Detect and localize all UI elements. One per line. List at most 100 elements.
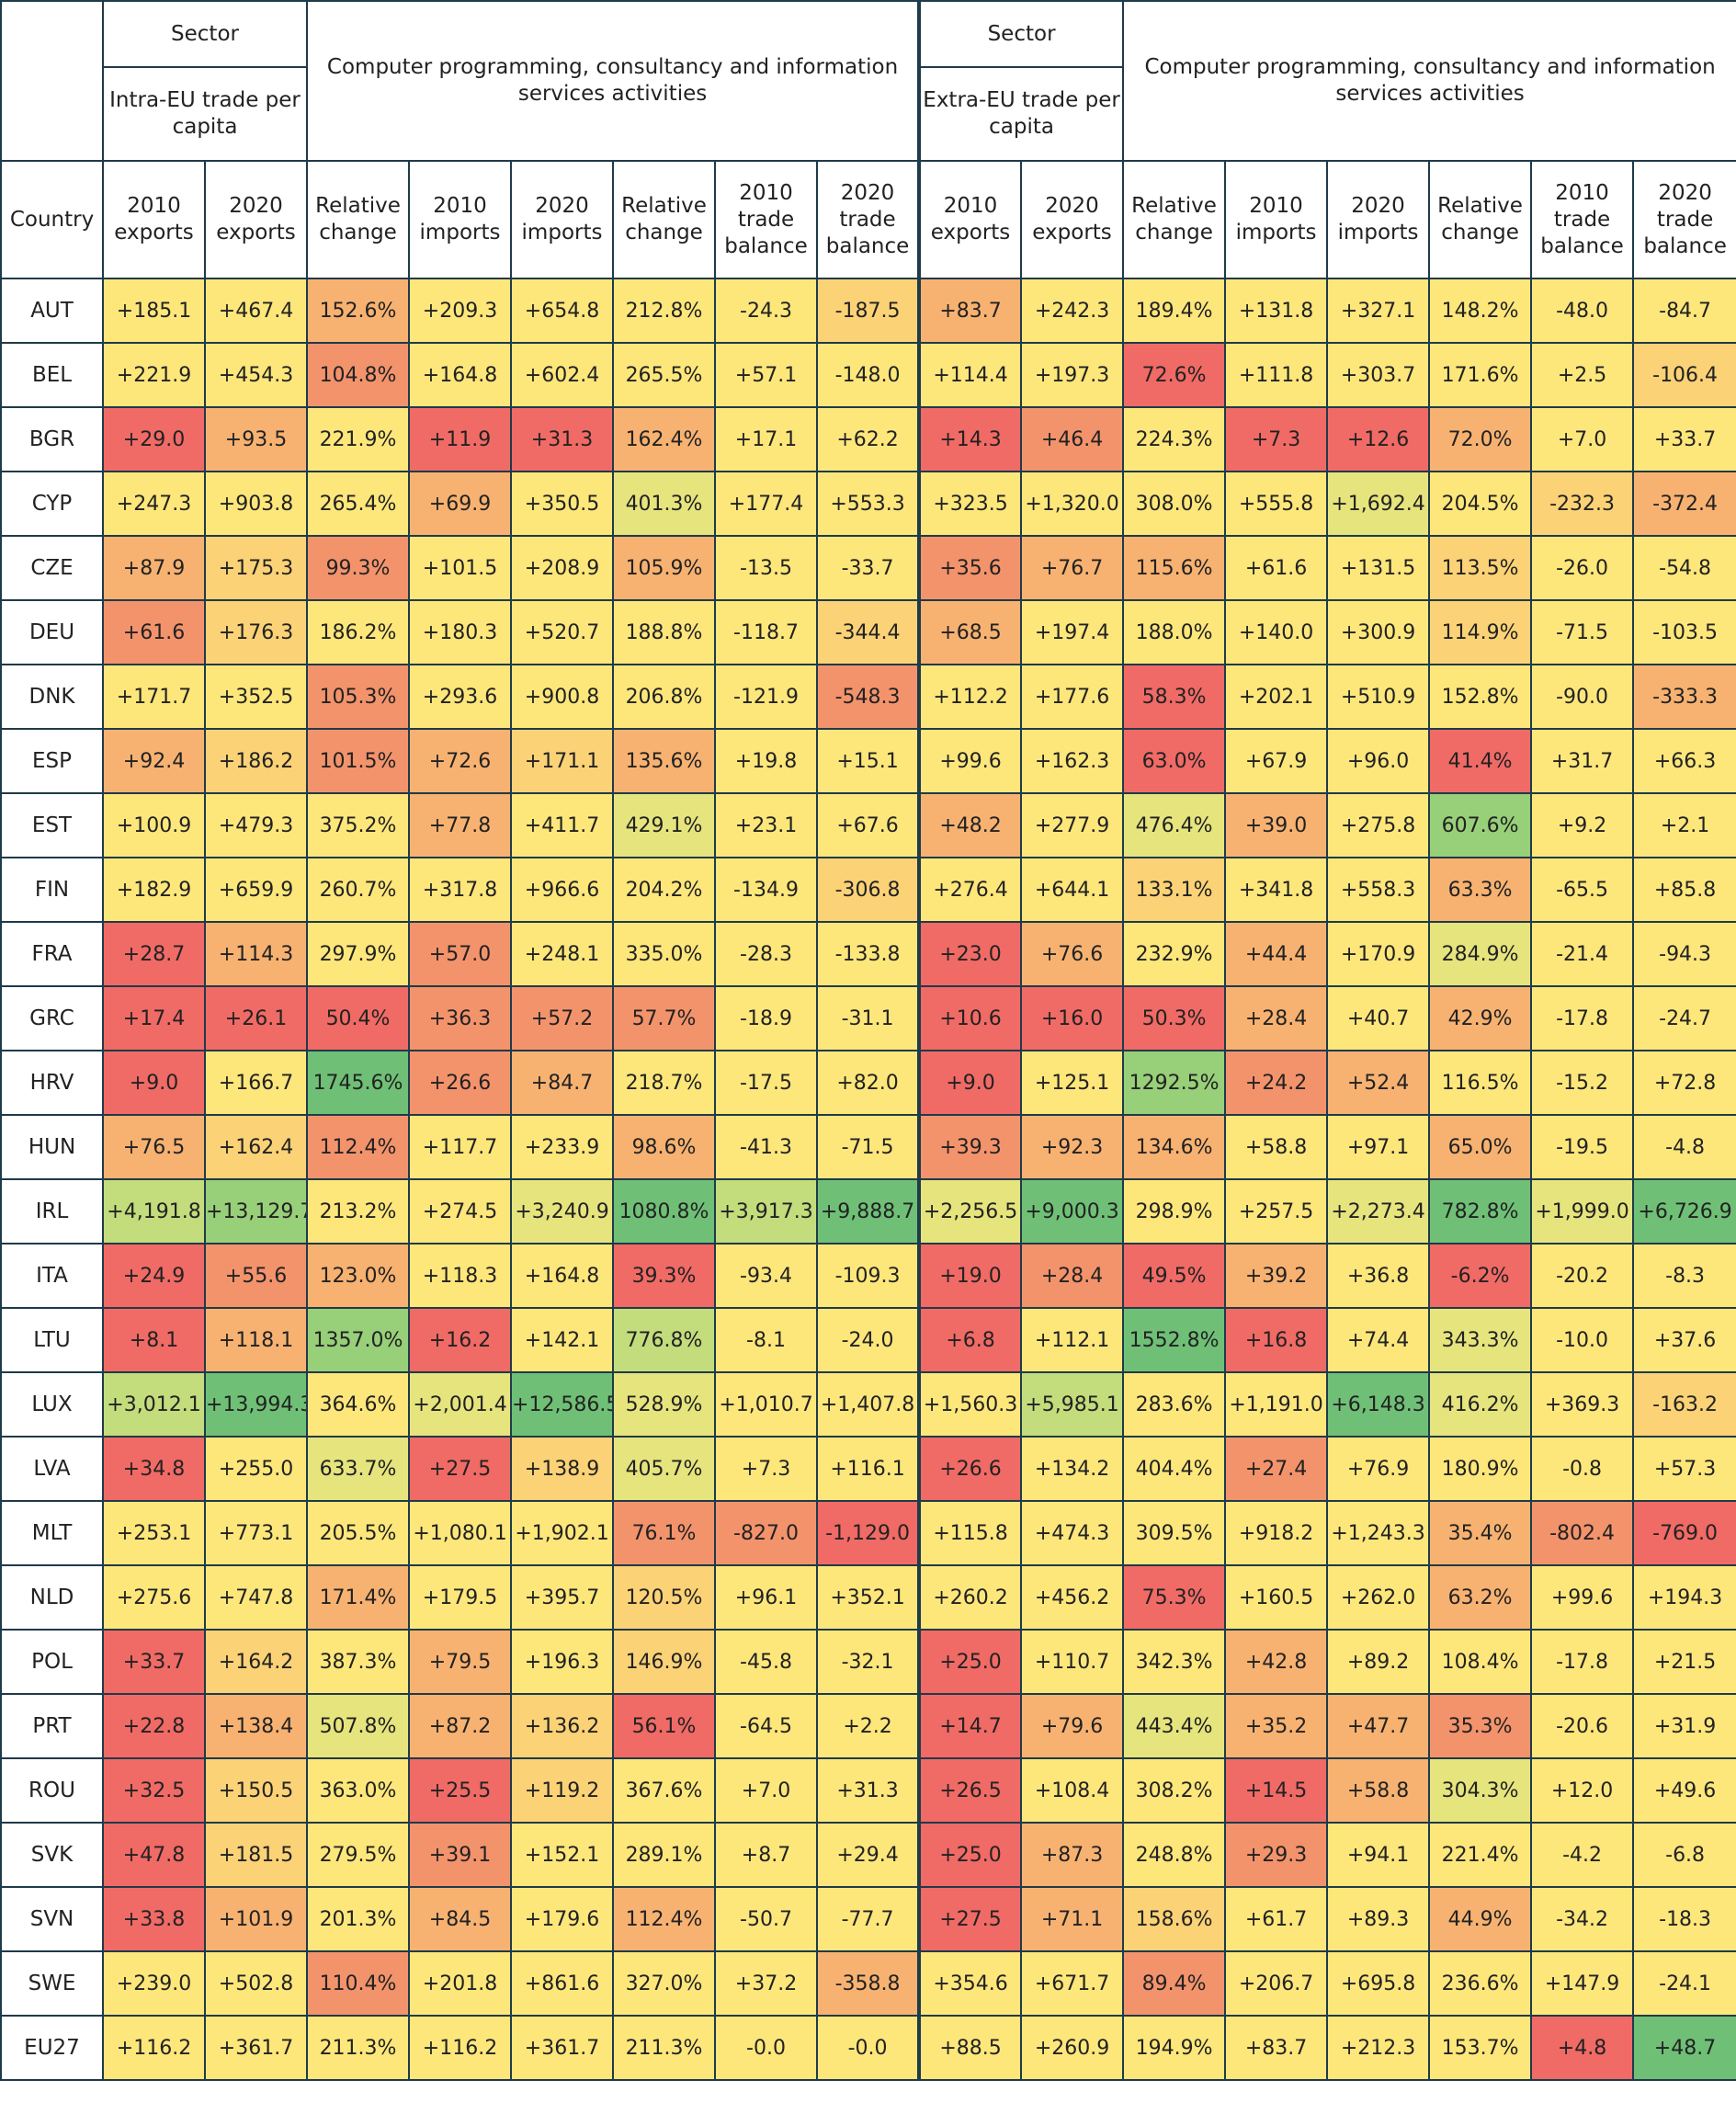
country-cell: DNK	[0, 664, 104, 730]
data-cell: +15.1	[816, 728, 921, 794]
data-cell: -827.0	[714, 1500, 819, 1566]
data-cell: +16.2	[408, 1307, 513, 1373]
country-cell: FIN	[0, 857, 104, 923]
country-cell: IRL	[0, 1178, 104, 1245]
data-cell: 404.4%	[1122, 1436, 1227, 1502]
data-cell: +164.2	[203, 1629, 309, 1695]
data-cell: -20.2	[1530, 1243, 1635, 1309]
data-cell: +1,320.0	[1020, 471, 1125, 537]
data-cell: 364.6%	[306, 1371, 411, 1438]
data-cell: +118.1	[203, 1307, 309, 1373]
data-cell: 123.0%	[306, 1243, 411, 1309]
data-cell: +25.0	[917, 1822, 1023, 1888]
table-row: EST +100.9 +479.3 375.2% +77.8 +411.7 429.1% +2…	[0, 792, 1736, 858]
data-cell: +52.4	[1326, 1050, 1431, 1116]
data-cell: +39.2	[1224, 1243, 1329, 1309]
data-cell: +3,012.1	[102, 1371, 206, 1438]
data-cell: +136.2	[510, 1693, 615, 1759]
data-cell: +10.6	[917, 985, 1023, 1051]
data-cell: -109.3	[816, 1243, 921, 1309]
data-cell: 153.7%	[1428, 2015, 1533, 2081]
data-cell: +31.7	[1530, 728, 1635, 794]
data-cell: 507.8%	[306, 1693, 411, 1759]
data-cell: 120.5%	[612, 1564, 717, 1631]
column-header: Relative change	[612, 160, 717, 279]
data-cell: -54.8	[1632, 535, 1736, 601]
data-cell: 265.5%	[612, 342, 717, 408]
data-cell: +221.9	[102, 342, 206, 408]
data-cell: +118.3	[408, 1243, 513, 1309]
data-cell: +327.1	[1326, 278, 1431, 344]
data-cell: +24.9	[102, 1243, 206, 1309]
data-cell: +861.6	[510, 1950, 615, 2017]
data-cell: 116.5%	[1428, 1050, 1533, 1116]
data-cell: 171.6%	[1428, 342, 1533, 408]
data-cell: +119.2	[510, 1757, 615, 1824]
data-cell: 76.1%	[612, 1500, 717, 1566]
data-cell: +9,000.3	[1020, 1178, 1125, 1245]
country-cell: ITA	[0, 1243, 104, 1309]
country-cell: SVK	[0, 1822, 104, 1888]
data-cell: +57.3	[1632, 1436, 1736, 1502]
data-cell: +212.3	[1326, 2015, 1431, 2081]
data-cell: +116.2	[102, 2015, 206, 2081]
data-cell: 148.2%	[1428, 278, 1533, 344]
data-cell: -24.7	[1632, 985, 1736, 1051]
data-cell: -18.3	[1632, 1886, 1736, 1952]
data-cell: +303.7	[1326, 342, 1431, 408]
data-cell: +164.8	[408, 342, 513, 408]
column-header: Relative change	[1428, 160, 1533, 279]
data-cell: +138.9	[510, 1436, 615, 1502]
data-cell: +208.9	[510, 535, 615, 601]
data-cell: +253.1	[102, 1500, 206, 1566]
data-cell: +1,560.3	[917, 1371, 1023, 1438]
data-cell: -19.5	[1530, 1114, 1635, 1180]
data-cell: +26.5	[917, 1757, 1023, 1824]
data-cell: 134.6%	[1122, 1114, 1227, 1180]
data-cell: -344.4	[816, 599, 921, 665]
data-cell: +79.5	[408, 1629, 513, 1695]
data-cell: -4.2	[1530, 1822, 1635, 1888]
data-cell: +31.3	[510, 406, 615, 472]
data-cell: +14.7	[917, 1693, 1023, 1759]
data-cell: -18.9	[714, 985, 819, 1051]
data-cell: -6.8	[1632, 1822, 1736, 1888]
extra-eu-label: Extra-EU trade per capita	[917, 66, 1125, 162]
data-cell: +115.8	[917, 1500, 1023, 1566]
data-cell: +2.1	[1632, 792, 1736, 858]
country-cell: HUN	[0, 1114, 104, 1180]
data-cell: +82.0	[816, 1050, 921, 1116]
data-cell: -17.8	[1530, 1629, 1635, 1695]
data-cell: +7.3	[714, 1436, 819, 1502]
data-cell: 135.6%	[612, 728, 717, 794]
data-cell: -21.4	[1530, 921, 1635, 987]
column-header: 2010 exports	[917, 160, 1023, 279]
column-header: 2020 imports	[1326, 160, 1431, 279]
data-cell: +21.5	[1632, 1629, 1736, 1695]
data-cell: -31.1	[816, 985, 921, 1051]
data-cell: 232.9%	[1122, 921, 1227, 987]
data-cell: -48.0	[1530, 278, 1635, 344]
data-cell: +341.8	[1224, 857, 1329, 923]
data-cell: +76.7	[1020, 535, 1125, 601]
data-cell: 279.5%	[306, 1822, 411, 1888]
data-cell: +26.1	[203, 985, 309, 1051]
data-cell: 162.4%	[612, 406, 717, 472]
data-cell: +2.5	[1530, 342, 1635, 408]
data-cell: 236.6%	[1428, 1950, 1533, 2017]
column-header: 2010 trade balance	[1530, 160, 1635, 279]
data-cell: +89.2	[1326, 1629, 1431, 1695]
data-cell: +110.7	[1020, 1629, 1125, 1695]
data-cell: 115.6%	[1122, 535, 1227, 601]
data-cell: +502.8	[203, 1950, 309, 2017]
data-cell: 114.9%	[1428, 599, 1533, 665]
data-cell: +194.3	[1632, 1564, 1736, 1631]
column-header: 2020 imports	[510, 160, 615, 279]
data-cell: +77.8	[408, 792, 513, 858]
data-cell: +83.7	[917, 278, 1023, 344]
data-cell: +87.2	[408, 1693, 513, 1759]
data-cell: 104.8%	[306, 342, 411, 408]
data-cell: +27.5	[408, 1436, 513, 1502]
data-cell: 528.9%	[612, 1371, 717, 1438]
